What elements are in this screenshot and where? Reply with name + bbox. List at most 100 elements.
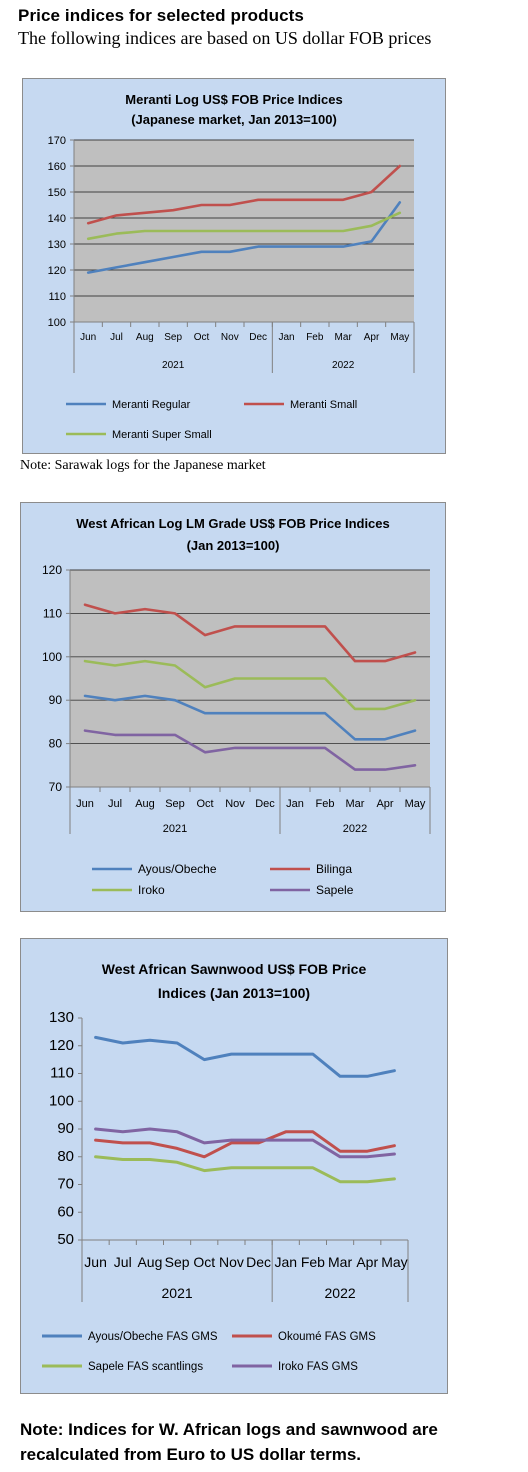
y-tick-label: 100 — [49, 1092, 74, 1109]
x-tick-label: Sep — [165, 1254, 190, 1270]
series-line-bilinga — [83, 603, 417, 663]
y-tick-label: 150 — [48, 187, 66, 199]
year-label-2021: 2021 — [163, 823, 187, 835]
y-tick-label: 80 — [57, 1148, 74, 1165]
y-tick-label: 110 — [50, 1065, 74, 1082]
x-tick-label: May — [381, 1254, 407, 1270]
x-tick-label: Dec — [255, 798, 275, 810]
series-line-sapele-fas-scantlings — [94, 1155, 396, 1184]
legend-label-ayous-obeche-fas-gms: Ayous/Obeche FAS GMS — [88, 1331, 218, 1343]
series-line-meranti-small — [86, 164, 402, 225]
legend-label-meranti-regular: Meranti Regular — [112, 399, 191, 411]
note-line-2: recalculated from Euro to US dollar term… — [20, 1445, 362, 1464]
x-tick-label: Jul — [108, 798, 122, 810]
x-tick-label: Nov — [225, 798, 245, 810]
y-tick-label: 120 — [48, 265, 66, 277]
legend-label-meranti-small: Meranti Small — [290, 399, 357, 411]
meranti-log-chart: Meranti Log US$ FOB Price Indices (Japane… — [22, 78, 446, 454]
legend-label-sapele-fas-scantlings: Sapele FAS scantlings — [88, 1361, 203, 1373]
note-line-1: Note: Indices for W. African logs and sa… — [20, 1420, 438, 1439]
x-tick-label: Apr — [356, 1254, 378, 1270]
x-tick-label: Apr — [376, 798, 393, 810]
legend-label-sapele: Sapele — [316, 883, 354, 897]
y-tick-label: 110 — [48, 291, 66, 303]
x-tick-label: May — [390, 332, 409, 343]
series-line-iroko — [83, 659, 417, 711]
legend-label-ayous-obeche: Ayous/Obeche — [138, 862, 217, 876]
y-tick-label: 120 — [42, 563, 62, 577]
y-tick-label: 130 — [49, 1009, 74, 1026]
x-tick-label: Mar — [346, 798, 365, 810]
chart-subtitle: (Jan 2013=100) — [187, 538, 280, 553]
x-tick-label: Oct — [194, 332, 210, 343]
series-line-ayous-obeche — [83, 694, 417, 741]
note-euro-conversion: Note: Indices for W. African logs and sa… — [20, 1417, 520, 1467]
note-sarawak: Note: Sarawak logs for the Japanese mark… — [20, 458, 266, 473]
x-tick-label: Jul — [110, 332, 123, 343]
west-african-sawnwood-chart: West African Sawnwood US$ FOB Price Indic… — [20, 938, 448, 1394]
x-tick-label: Sep — [165, 798, 185, 810]
x-tick-label: Nov — [219, 1254, 244, 1270]
x-tick-label: Jun — [80, 332, 96, 343]
legend-label-iroko-fas-gms: Iroko FAS GMS — [278, 1361, 358, 1373]
chart-title: Meranti Log US$ FOB Price Indices — [125, 92, 342, 107]
x-tick-label: Feb — [306, 332, 324, 343]
x-tick-label: Dec — [246, 1254, 271, 1270]
x-tick-label: Jan — [278, 332, 294, 343]
page-title: Price indices for selected products — [18, 6, 304, 25]
y-tick-label: 170 — [48, 135, 66, 147]
chart-title: West African Log LM Grade US$ FOB Price … — [76, 516, 390, 531]
x-tick-label: May — [405, 798, 426, 810]
y-tick-label: 70 — [49, 780, 63, 794]
year-label-2021: 2021 — [162, 1285, 193, 1301]
year-label-2021: 2021 — [162, 360, 185, 371]
legend-label-bilinga: Bilinga — [316, 862, 352, 876]
y-tick-label: 130 — [48, 239, 66, 251]
x-tick-label: Aug — [135, 798, 155, 810]
chart-subtitle: Indices (Jan 2013=100) — [158, 985, 310, 1001]
year-label-2022: 2022 — [332, 360, 355, 371]
x-tick-label: Jul — [114, 1254, 132, 1270]
legend-label-iroko: Iroko — [138, 883, 165, 897]
year-label-2022: 2022 — [343, 823, 367, 835]
x-tick-label: Aug — [137, 1254, 162, 1270]
x-tick-label: Nov — [221, 332, 239, 343]
x-tick-label: Aug — [136, 332, 154, 343]
y-tick-label: 110 — [43, 606, 62, 620]
x-tick-label: Jun — [76, 798, 94, 810]
x-tick-label: Apr — [364, 332, 380, 343]
x-tick-label: Oct — [196, 798, 213, 810]
y-tick-label: 120 — [49, 1037, 74, 1054]
series-line-sapele — [83, 729, 417, 771]
page-subtitle: The following indices are based on US do… — [18, 28, 432, 48]
y-tick-label: 90 — [57, 1120, 74, 1137]
series-line-meranti-super-small — [86, 211, 402, 241]
y-tick-label: 90 — [49, 693, 63, 707]
x-tick-label: Jan — [274, 1254, 297, 1270]
x-tick-label: Sep — [164, 332, 182, 343]
chart-title: West African Sawnwood US$ FOB Price — [102, 961, 367, 977]
series-line-iroko-fas-gms — [94, 1127, 396, 1159]
series-line-okoum-fas-gms — [94, 1130, 396, 1159]
series-line-meranti-regular — [86, 201, 402, 274]
legend-label-okoum-fas-gms: Okoumé FAS GMS — [278, 1331, 376, 1343]
x-tick-label: Jan — [286, 798, 304, 810]
y-tick-label: 50 — [57, 1231, 74, 1248]
x-tick-label: Mar — [335, 332, 353, 343]
year-label-2022: 2022 — [325, 1285, 356, 1301]
chart-subtitle: (Japanese market, Jan 2013=100) — [131, 112, 337, 127]
y-tick-label: 160 — [48, 161, 66, 173]
y-tick-label: 70 — [57, 1176, 74, 1193]
y-tick-label: 100 — [42, 650, 62, 664]
x-tick-label: Dec — [249, 332, 267, 343]
x-tick-label: Feb — [316, 798, 335, 810]
y-tick-label: 100 — [48, 317, 66, 329]
west-african-log-chart: West African Log LM Grade US$ FOB Price … — [20, 502, 446, 912]
series-line-ayous-obeche-fas-gms — [94, 1035, 396, 1078]
y-tick-label: 60 — [57, 1203, 74, 1220]
x-tick-label: Mar — [328, 1254, 352, 1270]
y-tick-label: 80 — [49, 737, 63, 751]
x-tick-label: Jun — [84, 1254, 107, 1270]
legend-label-meranti-super-small: Meranti Super Small — [112, 429, 212, 441]
chart-panel — [20, 938, 448, 1394]
